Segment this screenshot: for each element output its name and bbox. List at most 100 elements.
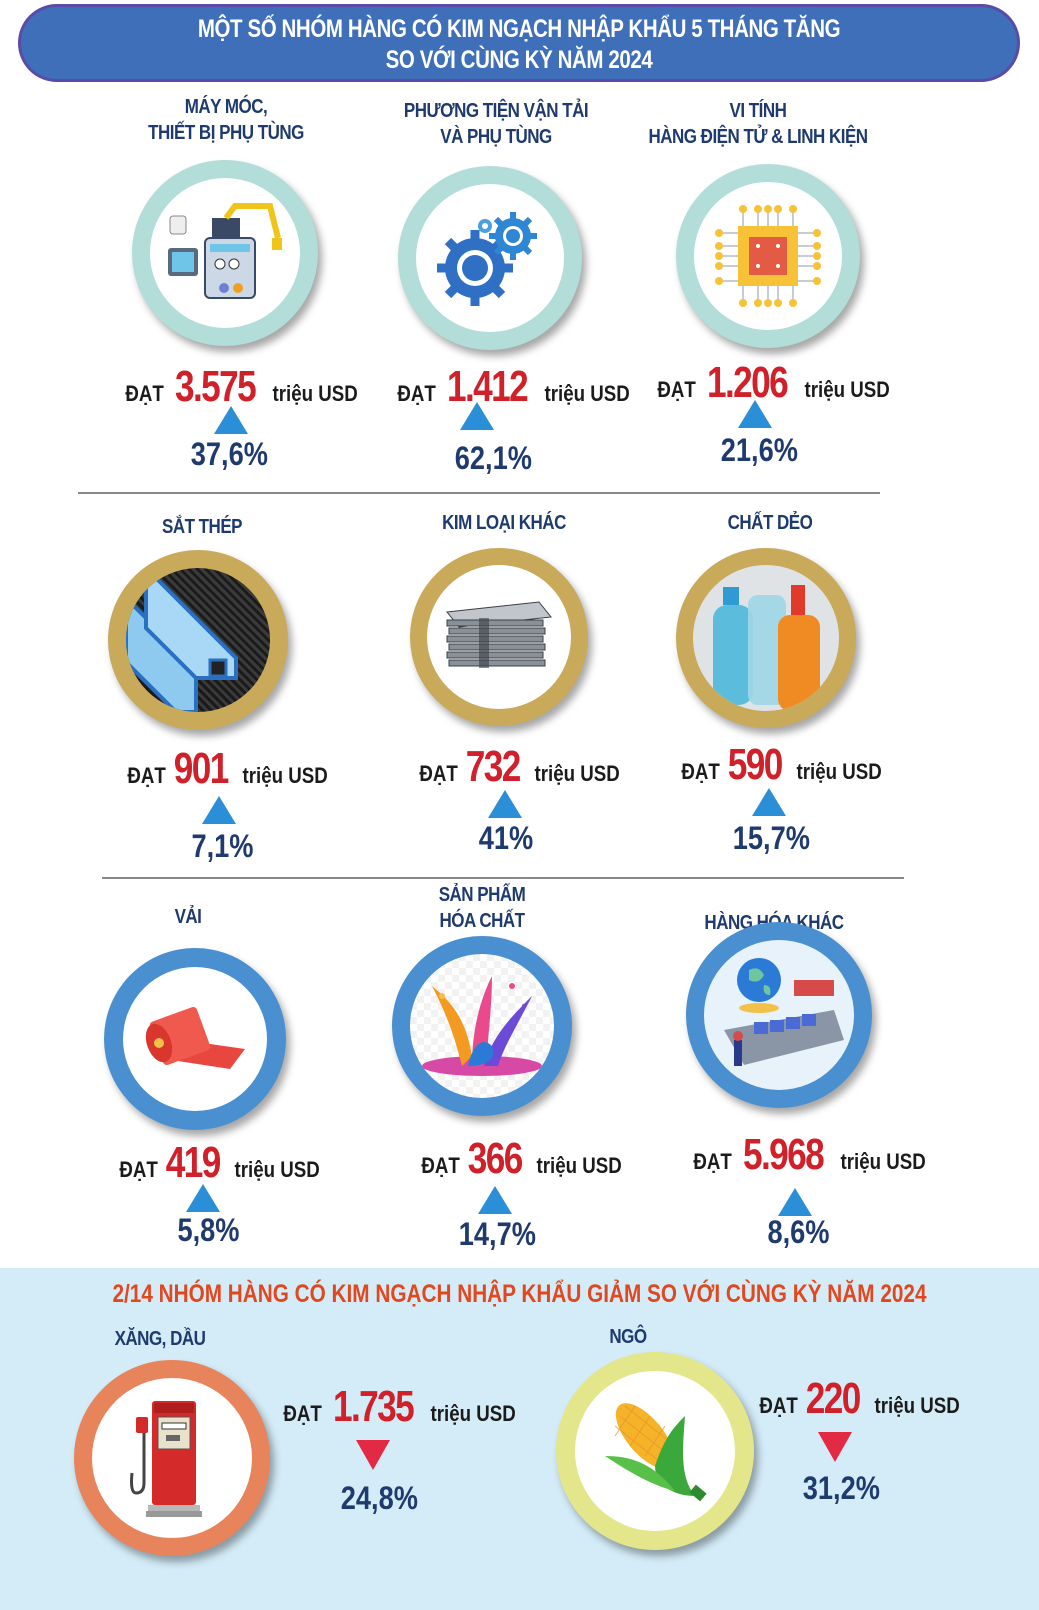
gears-icon [416, 184, 564, 332]
up-arrow-icon [778, 1188, 812, 1216]
item-label: SẢN PHẨM [438, 884, 526, 906]
plastic-bottles-icon [693, 565, 839, 711]
microchip-icon [694, 182, 842, 330]
fabric-roll-icon [123, 967, 267, 1111]
item-plastics: CHẤT DẺO [620, 482, 920, 536]
row-divider [78, 492, 880, 494]
value-line: ĐẠT 1.735 triệu USD [280, 1382, 524, 1432]
value-line: ĐẠT 590 triệu USD [678, 740, 889, 790]
prefix-label: ĐẠT [419, 761, 458, 786]
change-percent: 8,6% [767, 1214, 830, 1250]
unit-label: triệu USD [796, 759, 882, 784]
item-label: KIM LOẠI KHÁC [442, 512, 566, 534]
up-arrow-icon [478, 1186, 512, 1214]
value-number: 3.575 [175, 362, 257, 411]
item-label: MÁY MÓC, [184, 96, 268, 118]
ring-other-goods [686, 922, 872, 1108]
item-steel: SẮT THÉP [52, 486, 352, 540]
item-label: HÀNG ĐIỆN TỬ & LINH KIỆN [648, 126, 868, 148]
change-percent: 15,7% [732, 820, 810, 856]
up-arrow-icon [488, 790, 522, 818]
up-arrow-icon [738, 400, 772, 428]
paint-splash-icon [410, 954, 554, 1098]
change-percent: 37,6% [190, 436, 268, 472]
value-line: ĐẠT 366 triệu USD [418, 1134, 629, 1184]
change-percent: 31,2% [802, 1470, 880, 1506]
value-number: 5.968 [743, 1130, 825, 1179]
ring-steel [108, 550, 288, 730]
prefix-label: ĐẠT [119, 1157, 158, 1182]
item-label: THIẾT BỊ PHỤ TÙNG [148, 122, 304, 144]
item-label: VI TÍNH [729, 100, 787, 122]
steel-beam-icon [126, 568, 270, 712]
item-label: NGÔ [609, 1326, 647, 1348]
corn-icon [575, 1371, 735, 1531]
prefix-label: ĐẠT [657, 377, 696, 402]
ring-corn [556, 1352, 754, 1550]
prefix-label: ĐẠT [125, 381, 164, 406]
item-label: SẮT THÉP [161, 516, 243, 538]
ring-fuel [74, 1360, 270, 1556]
unit-label: triệu USD [234, 1157, 320, 1182]
ring-machinery [132, 160, 318, 346]
prefix-label: ĐẠT [283, 1401, 322, 1426]
item-label: VẢI [174, 906, 202, 928]
unit-label: triệu USD [874, 1393, 960, 1418]
decrease-section-title: 2/14 NHÓM HÀNG CÓ KIM NGẠCH NHẬP KHẨU GI… [112, 1280, 927, 1308]
value-number: 732 [465, 742, 522, 791]
ring-plastics [676, 548, 856, 728]
value-number: 366 [467, 1134, 524, 1183]
unit-label: triệu USD [272, 381, 359, 406]
prefix-label: ĐẠT [759, 1393, 798, 1418]
value-line: ĐẠT 419 triệu USD [116, 1138, 327, 1188]
header-banner: MỘT SỐ NHÓM HÀNG CÓ KIM NGẠCH NHẬP KHẨU … [18, 4, 1020, 82]
up-arrow-icon [202, 796, 236, 824]
item-electronics: VI TÍNH HÀNG ĐIỆN TỬ & LINH KIỆN [608, 96, 908, 150]
up-arrow-icon [460, 402, 494, 430]
unit-label: triệu USD [544, 381, 631, 406]
prefix-label: ĐẠT [421, 1153, 460, 1178]
item-corn: NGÔ [498, 1312, 758, 1350]
change-percent: 62,1% [454, 440, 532, 476]
value-line: ĐẠT 5.968 triệu USD [690, 1130, 934, 1180]
item-label: VÀ PHỤ TÙNG [440, 126, 552, 148]
machinery-icon [150, 178, 300, 328]
cargo-ship-globe-icon [704, 940, 854, 1090]
ring-chemicals [392, 936, 572, 1116]
item-label: HÓA CHẤT [439, 910, 525, 932]
value-number: 220 [805, 1374, 862, 1423]
value-line: ĐẠT 3.575 triệu USD [122, 362, 366, 412]
prefix-label: ĐẠT [127, 763, 166, 788]
change-percent: 5,8% [177, 1212, 240, 1248]
change-percent: 21,6% [720, 432, 798, 468]
ring-other-metals [410, 548, 588, 726]
change-percent: 24,8% [340, 1480, 418, 1516]
fuel-pump-icon [92, 1378, 252, 1538]
header-title-line2: SO VỚI CÙNG KỲ NĂM 2024 [385, 46, 653, 74]
row-divider [102, 877, 904, 879]
unit-label: triệu USD [534, 761, 620, 786]
prefix-label: ĐẠT [681, 759, 720, 784]
header-title-line1: MỘT SỐ NHÓM HÀNG CÓ KIM NGẠCH NHẬP KHẨU … [197, 15, 841, 43]
value-line: ĐẠT 220 triệu USD [756, 1374, 967, 1424]
item-fuel: XĂNG, DẦU [10, 1312, 310, 1352]
metal-sheets-icon [427, 565, 571, 709]
change-percent: 7,1% [191, 828, 254, 864]
prefix-label: ĐẠT [693, 1149, 732, 1174]
value-line: ĐẠT 732 triệu USD [416, 742, 627, 792]
up-arrow-icon [752, 788, 786, 816]
up-arrow-icon [186, 1184, 220, 1212]
unit-label: triệu USD [804, 377, 891, 402]
value-number: 419 [165, 1138, 222, 1187]
value-line: ĐẠT 1.412 triệu USD [394, 362, 638, 412]
up-arrow-icon [214, 406, 248, 434]
value-line: ĐẠT 1.206 triệu USD [654, 358, 898, 408]
value-number: 901 [173, 744, 230, 793]
item-other-metals: KIM LOẠI KHÁC [354, 482, 654, 536]
unit-label: triệu USD [242, 763, 328, 788]
item-label: XĂNG, DẦU [114, 1328, 206, 1350]
value-line: ĐẠT 901 triệu USD [124, 744, 335, 794]
value-number: 590 [727, 740, 784, 789]
ring-electronics [676, 164, 860, 348]
unit-label: triệu USD [840, 1149, 927, 1174]
